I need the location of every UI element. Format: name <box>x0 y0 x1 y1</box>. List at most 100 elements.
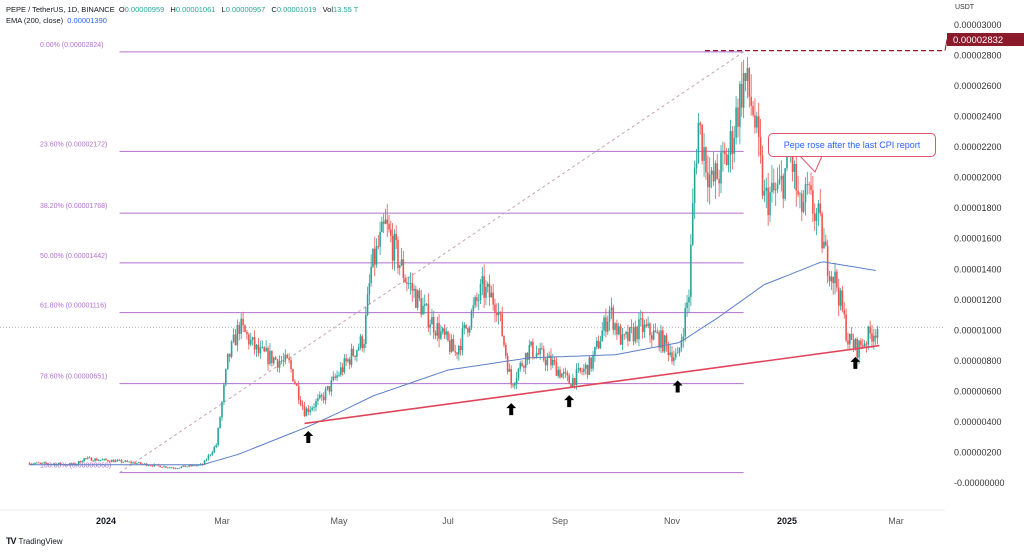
candle-body <box>614 323 616 330</box>
candle-body <box>654 330 657 333</box>
candle-body <box>625 331 627 335</box>
candle-body <box>486 283 489 287</box>
candle-body <box>800 193 803 212</box>
candle-body <box>386 219 389 224</box>
candle-body <box>192 464 194 467</box>
candle-body <box>79 461 82 463</box>
candle-body <box>521 362 523 366</box>
candle-body <box>537 353 540 355</box>
candle-body <box>292 369 294 382</box>
candle-body <box>388 223 390 230</box>
candle-body <box>109 461 111 463</box>
candle-body <box>774 189 777 191</box>
candle-body <box>305 408 308 417</box>
candle-body <box>169 467 171 469</box>
candle-body <box>240 318 242 334</box>
close-value: 0.00001019 <box>276 5 317 14</box>
candle-body <box>812 190 814 214</box>
candle-body <box>861 345 864 347</box>
candle-body <box>583 368 585 372</box>
candle-body <box>209 454 212 456</box>
candle-body <box>28 463 31 465</box>
candle-body <box>52 463 55 465</box>
y-tick-label: 0.00000400 <box>954 417 1002 427</box>
candle-body <box>271 350 273 364</box>
candle-body <box>296 383 298 386</box>
candle-body <box>678 347 681 353</box>
candle-body <box>854 338 857 349</box>
candle-body <box>34 463 36 465</box>
candle-body <box>586 364 589 375</box>
candle-body <box>806 184 809 186</box>
candle-body <box>253 337 256 350</box>
candle-body <box>756 116 758 128</box>
candle-body <box>701 124 703 161</box>
candle-body <box>147 465 150 467</box>
candle-body <box>737 107 739 127</box>
candle-body <box>686 302 688 309</box>
candle-body <box>839 290 842 306</box>
candle-body <box>627 331 629 341</box>
candle-body <box>479 284 482 301</box>
candle-body <box>849 333 851 345</box>
fib-level-label: 61.80% (0.00001116) <box>40 303 106 310</box>
candle-body <box>90 457 93 461</box>
low-value: 0.00000957 <box>225 5 266 14</box>
candle-body <box>763 190 766 196</box>
y-tick-label: 0.00002400 <box>954 112 1002 122</box>
candle-body <box>488 283 491 298</box>
candle-body <box>546 357 549 366</box>
candle-body <box>528 345 531 360</box>
candle-body <box>402 259 405 279</box>
candle-body <box>112 460 115 463</box>
y-tick-label: 0.00002800 <box>954 51 1002 61</box>
candle-body <box>595 340 598 347</box>
candle-body <box>492 292 494 305</box>
candle-body <box>395 233 397 240</box>
candle-body <box>551 359 554 366</box>
candle-body <box>501 313 503 337</box>
candle-body <box>506 355 509 372</box>
candle-body <box>438 323 440 339</box>
candle-body <box>570 384 572 387</box>
candle-body <box>409 283 412 284</box>
tradingview-logo[interactable]: TV TradingView <box>6 536 63 546</box>
candle-body <box>495 313 498 316</box>
candle-body <box>568 375 570 385</box>
candle-body <box>757 116 760 138</box>
candle-body <box>136 463 138 465</box>
candle-body <box>288 358 290 361</box>
fib-level-label: 78.60% (0.00000651) <box>40 374 107 381</box>
candle-body <box>372 248 374 267</box>
candle-body <box>278 361 281 368</box>
candle-body <box>601 330 604 342</box>
y-tick-label: 0.00003000 <box>954 20 1002 30</box>
candle-body <box>143 463 146 465</box>
candle-body <box>793 163 796 172</box>
candle-body <box>263 347 265 352</box>
high-price-tag-connector <box>944 39 948 51</box>
candle-body <box>445 331 448 335</box>
annotation-callout[interactable]: Pepe rose after the last CPI report <box>768 133 936 157</box>
candle-body <box>390 229 392 236</box>
candle-body <box>690 244 692 297</box>
candle-body <box>96 458 98 461</box>
fib-trend-dashed-line <box>119 51 744 474</box>
low-label: L <box>221 5 226 14</box>
candle-body <box>251 337 254 340</box>
candle-body <box>116 460 119 461</box>
candle-body <box>297 385 300 400</box>
candle-body <box>311 407 313 410</box>
candle-body <box>860 340 862 346</box>
candle-body <box>623 334 626 336</box>
candle-body <box>767 187 769 216</box>
candle-body <box>382 221 385 224</box>
tradingview-logo-text: TradingView <box>18 536 63 546</box>
candle-body <box>707 172 709 188</box>
candle-body <box>837 287 840 306</box>
candle-body <box>207 455 210 460</box>
candle-body <box>733 137 736 154</box>
candle-body <box>397 239 399 269</box>
candle-body <box>808 184 810 186</box>
